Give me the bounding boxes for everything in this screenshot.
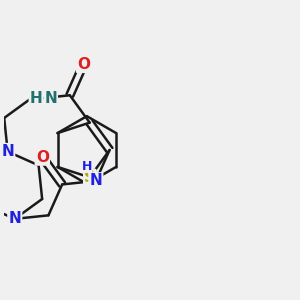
- Text: O: O: [36, 150, 49, 165]
- Text: N: N: [8, 212, 21, 226]
- Text: N: N: [44, 91, 57, 106]
- Text: O: O: [77, 57, 90, 72]
- Text: N: N: [1, 144, 14, 159]
- Text: S: S: [84, 170, 95, 185]
- Text: N: N: [89, 173, 102, 188]
- Text: H: H: [82, 160, 92, 173]
- Text: H: H: [30, 91, 43, 106]
